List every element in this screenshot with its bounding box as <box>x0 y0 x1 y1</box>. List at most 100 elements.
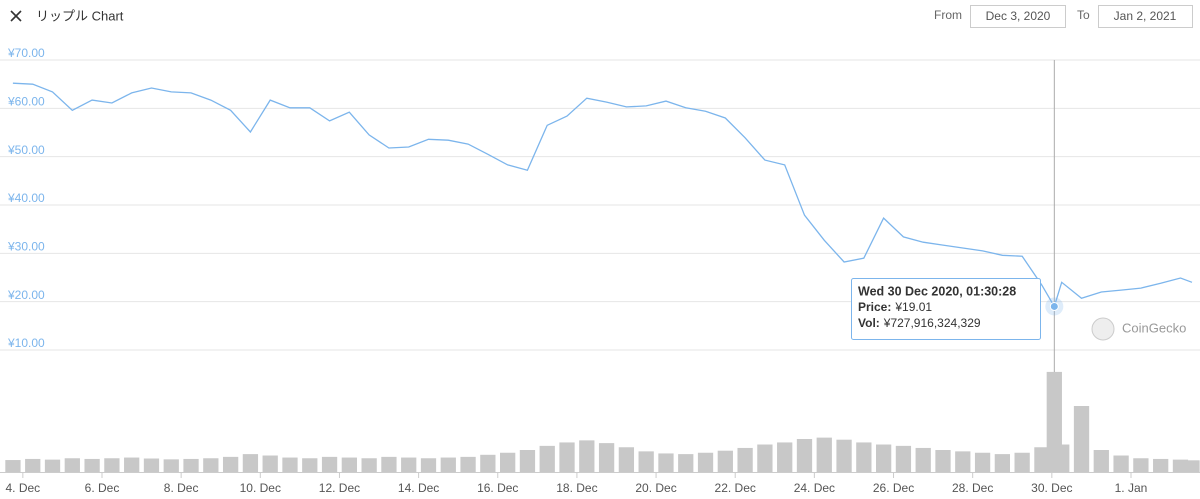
volume-bar <box>836 439 852 472</box>
volume-bar <box>64 458 80 472</box>
price-line <box>12 82 1193 309</box>
x-tick-label: 30. Dec <box>1031 481 1072 495</box>
volume-bar <box>381 456 397 472</box>
x-tick-label: 28. Dec <box>952 481 993 495</box>
volume-bar <box>5 460 21 472</box>
volume-bar <box>757 444 773 472</box>
volume-bar <box>341 457 357 472</box>
tooltip-vol-label: Vol: <box>858 316 880 330</box>
volume-bar <box>282 457 298 472</box>
y-tick-label: ¥10.00 <box>7 336 45 350</box>
volume-bar <box>559 442 575 472</box>
x-tick-label: 1. Jan <box>1115 481 1148 495</box>
volume-bar <box>1172 459 1189 472</box>
x-tick-label: 4. Dec <box>5 481 40 495</box>
y-tick-label: ¥70.00 <box>7 46 45 60</box>
volume-bar <box>875 444 892 472</box>
volume-bar <box>262 455 278 472</box>
volume-bar <box>638 451 654 472</box>
volume-bar <box>717 450 733 472</box>
volume-bar <box>598 443 615 472</box>
plot-area: ¥10.00 ¥20.00 ¥30.00 ¥40.00 ¥50.00 ¥60.00 ¥70.… <box>0 46 1200 495</box>
close-stroke <box>10 10 22 22</box>
volume-bar <box>777 442 793 472</box>
volume-bar <box>618 447 635 472</box>
volume-bar <box>697 452 714 472</box>
hover-point <box>1049 301 1059 311</box>
volume-bar <box>361 458 377 472</box>
volume-bar <box>163 459 179 472</box>
volume-bar <box>1093 450 1109 472</box>
volume-bar <box>500 452 516 472</box>
to-label: To <box>1077 8 1090 22</box>
volume-bar <box>539 445 555 472</box>
volume-bar <box>579 440 595 472</box>
volume-bar <box>915 447 931 472</box>
tooltip-vol: ¥727,916,324,329 <box>883 316 981 330</box>
volume-bar <box>816 437 832 472</box>
volume-bar <box>44 459 61 472</box>
y-tick-label: ¥40.00 <box>7 191 45 205</box>
x-tick-label: 22. Dec <box>715 481 756 495</box>
y-tick-label: ¥50.00 <box>7 143 45 157</box>
x-tick-label: 24. Dec <box>794 481 835 495</box>
volume-bar <box>1153 458 1169 472</box>
volume-bar <box>678 454 694 472</box>
x-tick-label: 20. Dec <box>635 481 676 495</box>
volume-bar <box>658 453 674 472</box>
x-tick-label: 16. Dec <box>477 481 518 495</box>
x-tick-label: 14. Dec <box>398 481 439 495</box>
volume-bar <box>124 457 140 472</box>
volume-bar <box>440 457 456 472</box>
volume-bar <box>1184 460 1200 472</box>
x-tick-label: 8. Dec <box>164 481 199 495</box>
volume-bar <box>1073 406 1090 472</box>
volume-bar <box>203 458 219 472</box>
from-date: Dec 3, 2020 <box>986 9 1051 23</box>
volume-bar <box>143 458 160 472</box>
y-tick-label: ¥60.00 <box>7 95 45 109</box>
volume-bar <box>1054 444 1070 472</box>
tooltip-title: Wed 30 Dec 2020, 01:30:28 <box>858 284 1016 298</box>
x-tick-label: 6. Dec <box>85 481 120 495</box>
from-input[interactable] <box>970 5 1066 28</box>
volume-bar <box>222 456 239 472</box>
volume-bar <box>974 452 991 472</box>
volume-bar <box>25 458 41 472</box>
volume-bar <box>1133 458 1149 472</box>
volume-bar <box>460 456 476 472</box>
volume-bar <box>895 445 912 472</box>
volume-bar <box>1034 447 1050 472</box>
volume-bar <box>84 458 100 472</box>
tooltip: Wed 30 Dec 2020, 01:30:28 Price: ¥19.01 Vol… <box>851 278 1041 340</box>
volume-bar <box>935 450 951 472</box>
watermark: CoinGecko <box>1122 320 1186 335</box>
tooltip-price-label: Price: <box>858 300 891 314</box>
volume-bar <box>1113 455 1129 472</box>
from-label: From <box>934 8 962 22</box>
volume-bar <box>401 457 417 472</box>
volume-bar <box>519 450 536 472</box>
y-tick-label: ¥30.00 <box>7 240 45 254</box>
tooltip-price: ¥19.01 <box>894 300 932 314</box>
volume-bar <box>1014 452 1030 472</box>
volume-bar <box>796 439 813 472</box>
to-input[interactable] <box>1098 5 1193 28</box>
watermark-logo <box>1091 317 1115 341</box>
volume-bar <box>480 454 496 472</box>
to-date: Jan 2, 2021 <box>1114 9 1177 23</box>
volume-bar <box>420 458 437 472</box>
y-tick-label: ¥20.00 <box>7 288 45 302</box>
x-tick-label: 10. Dec <box>240 481 281 495</box>
x-tick-label: 18. Dec <box>556 481 597 495</box>
volume-bar <box>994 454 1011 472</box>
x-tick-label: 26. Dec <box>873 481 914 495</box>
volume-bar <box>737 447 753 472</box>
volume-bar <box>242 454 259 472</box>
volume-bar <box>955 451 971 472</box>
close-icon[interactable] <box>10 10 22 22</box>
volume-bar <box>856 442 872 472</box>
x-tick-label: 12. Dec <box>319 481 360 495</box>
chart-title: リップル Chart <box>36 8 124 23</box>
